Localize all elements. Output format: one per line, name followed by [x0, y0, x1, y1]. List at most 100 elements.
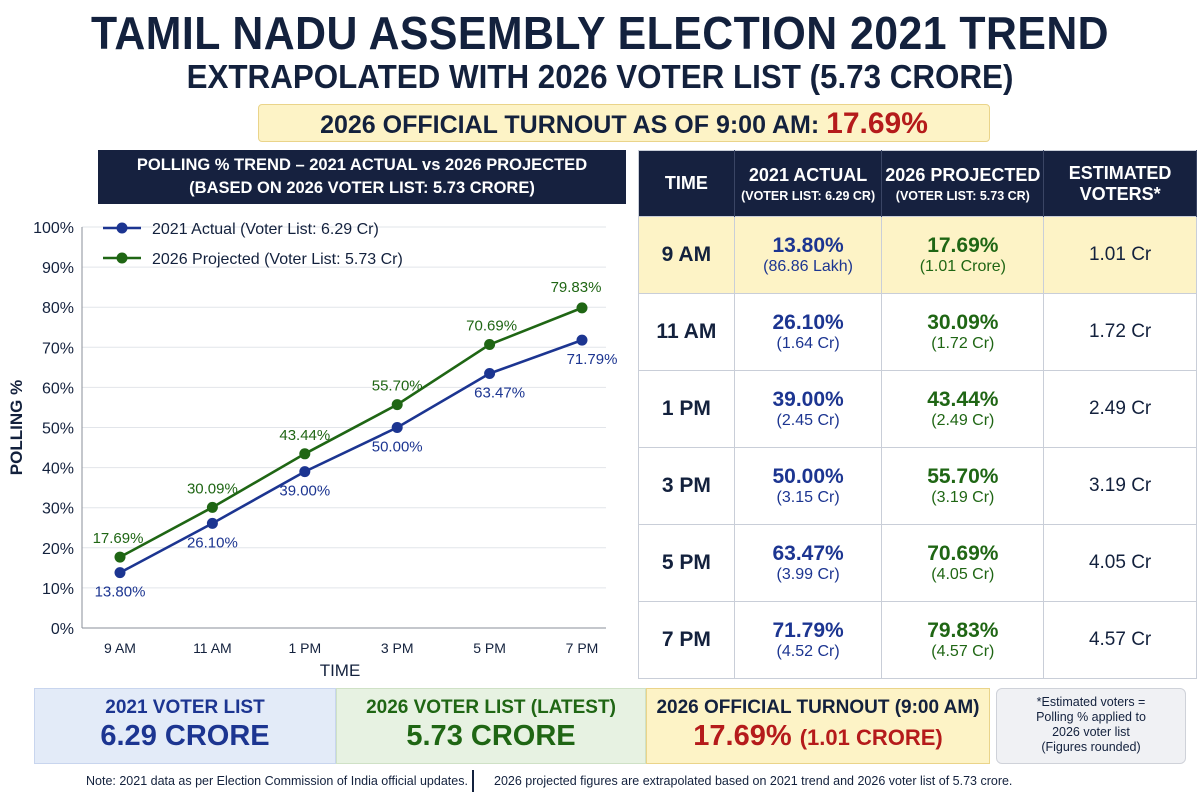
data-point [114, 551, 126, 563]
data-label: 17.69% [93, 530, 144, 547]
y-axis-label: POLLING % [7, 380, 26, 475]
card-2026-label: 2026 VOTER LIST (LATEST) [366, 697, 616, 718]
cell-2026-projected: 79.83% (4.57 Cr) [881, 601, 1045, 679]
cell-estimated-voters: 4.05 Cr [1043, 524, 1197, 602]
card-2026-voter-list: 2026 VOTER LIST (LATEST) 5.73 CRORE [336, 688, 646, 764]
data-label: 79.83% [551, 279, 602, 296]
page-title: TAMIL NADU ASSEMBLY ELECTION 2021 TREND [90, 7, 1110, 59]
cell-2021-actual: 50.00% (3.15 Cr) [733, 447, 883, 525]
data-point [484, 339, 496, 351]
x-tick-label: 9 AM [104, 640, 136, 656]
data-point [206, 501, 218, 513]
card-2026-value: 5.73 CRORE [406, 720, 576, 752]
table-header-row: TIME 2021 ACTUAL (VOTER LIST: 6.29 CR) 20… [638, 150, 1197, 217]
data-point [391, 422, 403, 433]
cell-2026-projected: 43.44% (2.49 Cr) [881, 370, 1045, 448]
cell-2026-projected: 30.09% (1.72 Cr) [881, 293, 1045, 371]
data-point [299, 466, 311, 478]
cell-time: 3 PM [638, 447, 735, 525]
card-turnout-value: 17.69% (1.01 CRORE) [647, 720, 989, 753]
cell-2021-actual: 39.00% (2.45 Cr) [733, 370, 883, 448]
y-tick-label: 100% [33, 220, 74, 237]
data-label: 63.47% [474, 384, 525, 401]
x-tick-label: 3 PM [381, 640, 414, 656]
y-tick-label: 60% [42, 380, 74, 397]
header-2021-actual: 2021 ACTUAL (VOTER LIST: 6.29 CR) [734, 150, 883, 217]
card-official-turnout: 2026 OFFICIAL TURNOUT (9:00 AM) 17.69% (… [646, 688, 990, 764]
cell-time: 1 PM [638, 370, 735, 448]
y-tick-label: 40% [42, 461, 74, 478]
note-line: *Estimated voters = [1036, 695, 1146, 709]
cell-time: 9 AM [638, 216, 735, 294]
data-label: 26.10% [187, 534, 238, 551]
cell-2021-actual: 26.10% (1.64 Cr) [733, 293, 883, 371]
cell-estimated-voters: 2.49 Cr [1043, 370, 1197, 448]
cell-estimated-voters: 3.19 Cr [1043, 447, 1197, 525]
chart-panel: POLLING % TREND – 2021 ACTUAL vs 2026 PR… [0, 150, 626, 682]
data-point [391, 399, 403, 411]
table-row: 5 PM 63.47% (3.99 Cr) 70.69% (4.05 Cr) 4.05 C… [638, 524, 1197, 602]
table-row: 1 PM 39.00% (2.45 Cr) 43.44% (2.49 Cr) 2.49 C… [638, 370, 1197, 448]
note-line: Polling % applied to [1036, 710, 1146, 724]
cell-2026-projected: 70.69% (4.05 Cr) [881, 524, 1045, 602]
x-tick-label: 5 PM [473, 640, 506, 656]
series-line-2021 [119, 338, 583, 574]
data-label: 70.69% [466, 318, 517, 335]
header-time: TIME [638, 150, 735, 217]
table-row: 7 PM 71.79% (4.52 Cr) 79.83% (4.57 Cr) 4.57 C… [638, 601, 1197, 679]
footer-note-2: 2026 projected figures are extrapolated … [494, 774, 1013, 788]
legend-entry: 2021 Actual (Voter List: 6.29 Cr) [152, 221, 379, 238]
x-tick-label: 7 PM [566, 640, 599, 656]
cell-2021-actual: 13.80% (86.86 Lakh) [733, 216, 883, 294]
y-tick-label: 20% [42, 541, 74, 558]
data-label: 39.00% [279, 483, 330, 500]
y-tick-label: 50% [42, 421, 74, 438]
y-tick-label: 80% [42, 300, 74, 317]
chart-header-line1: POLLING % TREND – 2021 ACTUAL vs 2026 PR… [136, 156, 588, 174]
data-point [114, 567, 126, 579]
table-row: 3 PM 50.00% (3.15 Cr) 55.70% (3.19 Cr) 3.19 C… [638, 447, 1197, 525]
card-2021-voter-list: 2021 VOTER LIST 6.29 CRORE [34, 688, 336, 764]
data-label: 50.00% [372, 439, 423, 456]
data-label: 55.70% [372, 378, 423, 395]
data-label: 30.09% [187, 480, 238, 497]
data-point [576, 302, 588, 314]
footer: Note: 2021 data as per Election Commissi… [0, 770, 1200, 794]
series-line-2026 [119, 306, 583, 559]
y-tick-label: 30% [42, 501, 74, 518]
cell-time: 5 PM [638, 524, 735, 602]
y-tick-label: 10% [42, 581, 74, 598]
data-point [299, 448, 311, 460]
footer-divider [472, 770, 474, 792]
data-point [576, 334, 588, 346]
footer-note-1: Note: 2021 data as per Election Commissi… [86, 774, 468, 788]
note-line: (Figures rounded) [1041, 740, 1141, 754]
turnout-banner-value: 17.69% [826, 107, 928, 140]
y-tick-label: 90% [42, 260, 74, 277]
x-axis-label: TIME [320, 661, 361, 680]
y-tick-label: 0% [51, 621, 74, 638]
legend-marker [116, 222, 128, 234]
x-tick-label: 1 PM [288, 640, 321, 656]
cell-time: 11 AM [638, 293, 735, 371]
cell-estimated-voters: 1.01 Cr [1043, 216, 1197, 294]
data-label: 13.80% [95, 584, 146, 601]
y-tick-label: 70% [42, 340, 74, 357]
data-label: 71.79% [567, 351, 618, 368]
card-turnout-crore: (1.01 CRORE) [799, 725, 943, 750]
card-turnout-pct: 17.69% [693, 720, 792, 752]
chart-header: POLLING % TREND – 2021 ACTUAL vs 2026 PR… [98, 150, 626, 204]
table-row: 11 AM 26.10% (1.64 Cr) 30.09% (1.72 Cr) 1.72 … [638, 293, 1197, 371]
data-label: 43.44% [279, 427, 330, 444]
page-subtitle: EXTRAPOLATED WITH 2026 VOTER LIST (5.73 … [186, 58, 1014, 95]
header-2026-projected: 2026 PROJECTED (VOTER LIST: 5.73 CR) [881, 150, 1045, 217]
data-point [484, 367, 496, 379]
note-line: 2026 voter list [1052, 725, 1130, 739]
header-estimated-voters: ESTIMATED VOTERS* [1043, 150, 1197, 217]
legend-marker [116, 252, 128, 264]
cell-estimated-voters: 1.72 Cr [1043, 293, 1197, 371]
card-2021-label: 2021 VOTER LIST [105, 697, 265, 718]
polling-trend-chart: 0% 10% 20% 30% 40% 50% 60% 70% 80% 90% 100% 9 AM 11 … [7, 220, 618, 680]
cell-time: 7 PM [638, 601, 735, 679]
card-turnout-label: 2026 OFFICIAL TURNOUT (9:00 AM) [656, 697, 980, 718]
